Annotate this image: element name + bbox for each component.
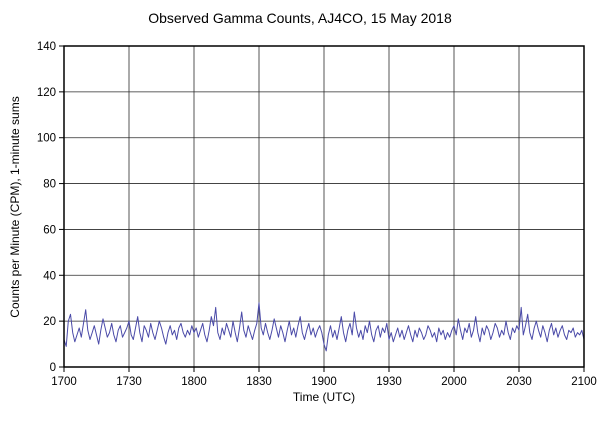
x-tick-label: 1900	[311, 376, 337, 388]
y-tick-label: 0	[50, 362, 56, 374]
y-tick-label: 100	[37, 133, 56, 145]
y-tick-label: 80	[43, 179, 56, 191]
x-tick-label: 1730	[116, 376, 142, 388]
x-tick-label: 2000	[441, 376, 467, 388]
x-tick-label: 1830	[246, 376, 272, 388]
y-tick-label: 20	[43, 316, 56, 328]
y-tick-label: 120	[37, 87, 56, 99]
y-tick-label: 40	[43, 270, 56, 282]
x-tick-label: 1930	[376, 376, 402, 388]
x-tick-label: 1800	[181, 376, 207, 388]
plot-border	[63, 45, 585, 368]
y-tick-label: 140	[37, 41, 56, 53]
x-tick-label: 1700	[51, 376, 77, 388]
series-line-gamma-counts-1min	[63, 302, 585, 352]
x-axis-label: Time (UTC)	[292, 390, 356, 404]
x-tick-label: 2100	[571, 376, 597, 388]
y-tick-label: 60	[43, 224, 56, 236]
x-tick-label: 2030	[506, 376, 532, 388]
chart-title: Observed Gamma Counts, AJ4CO, 15 May 201…	[148, 10, 452, 26]
